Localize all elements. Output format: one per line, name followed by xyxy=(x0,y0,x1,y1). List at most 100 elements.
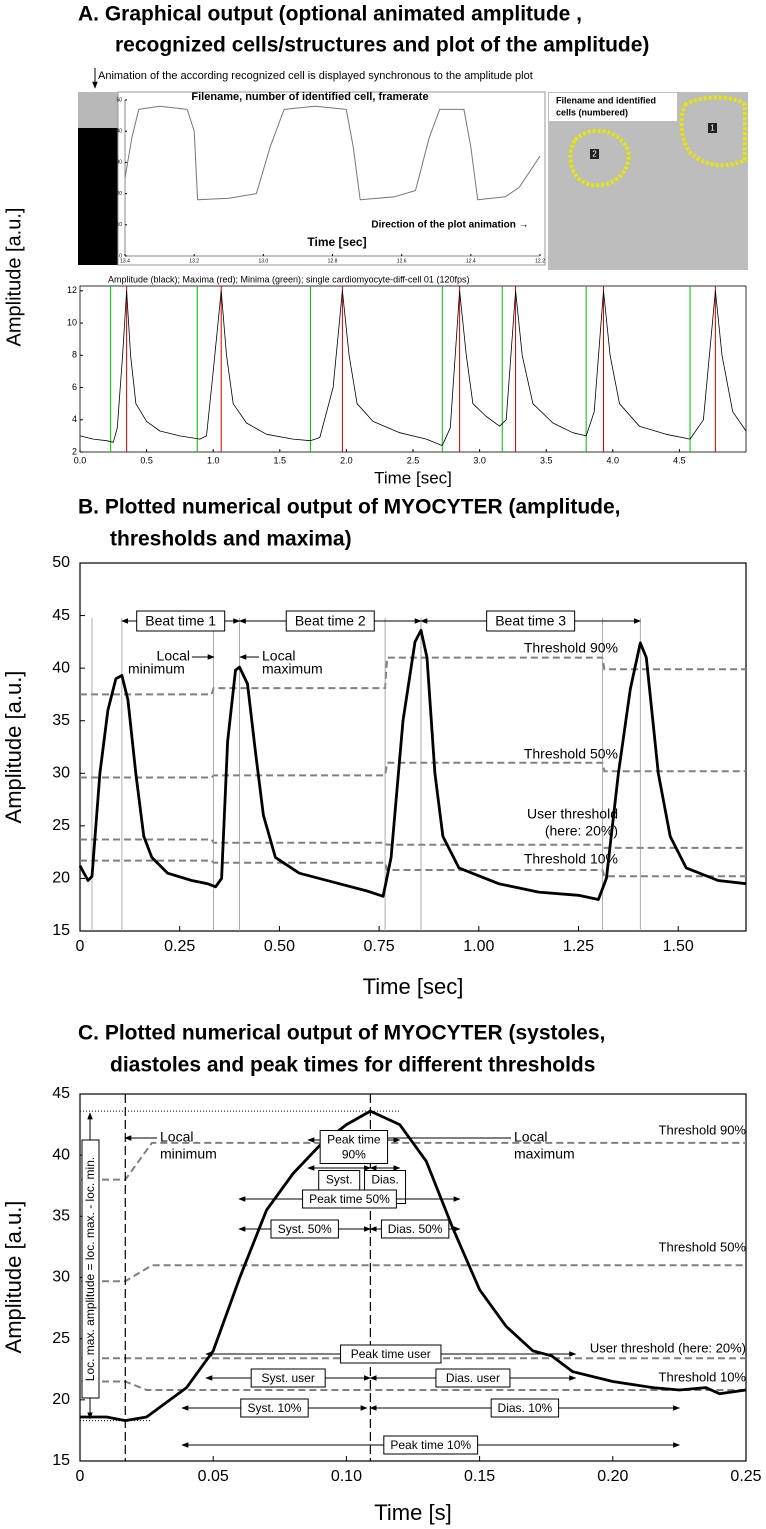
annotation: Threshold 90% xyxy=(659,1122,747,1137)
annotation: Syst. xyxy=(326,1173,353,1187)
label-box xyxy=(81,1139,100,1399)
annotation: Beat time 1 xyxy=(145,613,216,629)
annotation: (here: 20%) xyxy=(545,823,618,839)
chart-title: B. Plotted numerical output of MYOCYTER … xyxy=(78,496,621,519)
label-box xyxy=(285,610,375,632)
animation-frame xyxy=(78,92,118,128)
label-bg xyxy=(549,93,677,121)
x-tick-label: 0.20 xyxy=(597,1468,628,1485)
cells-label: Filename and identified xyxy=(556,95,656,105)
annotation: Local xyxy=(262,648,295,664)
y-tick-label: 4 xyxy=(72,414,77,424)
label-box xyxy=(383,1435,479,1455)
animation-area xyxy=(78,128,118,265)
label-box xyxy=(380,1219,450,1239)
annotation: Threshold 90% xyxy=(524,640,618,656)
label-box xyxy=(486,610,576,632)
cell-number: 2 xyxy=(592,150,597,159)
label-box xyxy=(319,1130,389,1164)
annotation: Peak time user xyxy=(351,1347,431,1361)
x-tick-label: 0 xyxy=(76,938,85,955)
threshold-line xyxy=(80,1264,746,1283)
cell-image xyxy=(548,92,748,270)
label-box xyxy=(302,1189,397,1209)
cell-number: 1 xyxy=(710,124,715,133)
y-tick-label: 20 xyxy=(116,191,122,197)
threshold-line xyxy=(80,1380,746,1391)
x-tick-label: 13.0 xyxy=(258,258,268,264)
label-box xyxy=(136,610,226,632)
annotation: Dias. xyxy=(371,1173,398,1187)
threshold-line xyxy=(80,656,746,696)
x-tick-label: 4.0 xyxy=(607,455,620,465)
threshold-line xyxy=(80,838,746,849)
x-tick-label: 12.2 xyxy=(535,258,545,264)
annotation: Syst. 10% xyxy=(247,1401,301,1415)
cells-label: cells (numbered) xyxy=(556,107,628,117)
annotation: Threshold 10% xyxy=(524,851,618,867)
y-tick-label: 50 xyxy=(52,554,70,571)
chart-title: thresholds and maxima) xyxy=(110,528,352,551)
y-tick-label: 15 xyxy=(52,922,70,939)
x-tick-label: 0.25 xyxy=(730,1468,761,1485)
y-tick-label: 10 xyxy=(116,222,122,228)
x-tick-label: 3.5 xyxy=(540,455,553,465)
annotation: Beat time 3 xyxy=(495,613,566,629)
y-tick-label: 25 xyxy=(52,1330,70,1347)
annotation: Dias. 10% xyxy=(498,1401,553,1415)
chart-title: Amplitude (black); Maxima (red); Minima … xyxy=(108,274,469,284)
annotation: Beat time 2 xyxy=(295,613,366,629)
amplitude-line xyxy=(78,628,747,901)
y-axis-label: Amplitude [a.u.] xyxy=(1,1201,26,1354)
x-axis-label: Time [sec] xyxy=(363,974,464,999)
y-tick-label: 40 xyxy=(116,129,122,135)
chart-title: diastoles and peak times for different t… xyxy=(110,1054,595,1077)
chart-title: C. Plotted numerical output of MYOCYTER … xyxy=(78,1022,605,1045)
x-axis-label: Time [sec] xyxy=(307,235,366,249)
y-tick-label: 35 xyxy=(52,712,70,729)
x-tick-label: 13.2 xyxy=(189,258,199,264)
y-tick-label: 30 xyxy=(52,765,70,782)
label-box xyxy=(250,1368,326,1388)
label-box xyxy=(240,1398,309,1418)
y-tick-label: 10 xyxy=(67,317,77,327)
x-tick-label: 2.0 xyxy=(340,455,353,465)
x-tick-label: 0.5 xyxy=(140,455,153,465)
x-tick-label: 12.6 xyxy=(397,258,407,264)
y-tick-label: 8 xyxy=(72,350,77,360)
plot-window xyxy=(117,91,546,266)
annotation: 90% xyxy=(342,1148,366,1162)
amplitude-line xyxy=(79,290,747,446)
animation-note: Animation of the according recognized ce… xyxy=(98,70,533,82)
x-tick-label: 3.0 xyxy=(473,455,486,465)
annotation: Peak time 10% xyxy=(390,1438,471,1452)
annotation: User threshold xyxy=(527,806,618,822)
annotation: Loc. max. amplitude = loc. max. - loc. m… xyxy=(83,1157,97,1381)
plot-frame xyxy=(79,285,747,453)
y-tick-label: 0 xyxy=(119,253,122,259)
x-tick-label: 0.0 xyxy=(74,455,87,465)
annotation: Local xyxy=(157,648,190,664)
x-tick-label: 0 xyxy=(76,1468,85,1485)
annotation: Local xyxy=(160,1129,193,1145)
y-tick-label: 15 xyxy=(52,1452,70,1469)
x-tick-label: 0.10 xyxy=(331,1468,362,1485)
annotation: Local xyxy=(514,1129,547,1145)
panel-a-title: A. Graphical output (optional animated a… xyxy=(78,3,582,26)
y-tick-label: 30 xyxy=(52,1269,70,1286)
x-tick-label: 0.15 xyxy=(464,1468,495,1485)
label-box xyxy=(490,1398,560,1418)
annotation: Dias. user xyxy=(446,1371,500,1385)
annotation: minimum xyxy=(128,661,185,677)
threshold-line xyxy=(80,761,746,779)
label-box xyxy=(435,1368,511,1388)
x-tick-label: 0.25 xyxy=(164,938,195,955)
x-tick-label: 1.0 xyxy=(207,455,220,465)
x-axis-label: Time [sec] xyxy=(374,468,452,487)
y-tick-label: 6 xyxy=(72,382,77,392)
x-tick-label: 1.5 xyxy=(274,455,287,465)
x-tick-label: 2.5 xyxy=(407,455,420,465)
y-tick-label: 30 xyxy=(116,160,122,166)
plot-frame xyxy=(79,562,747,932)
y-tick-label: 40 xyxy=(52,659,70,676)
